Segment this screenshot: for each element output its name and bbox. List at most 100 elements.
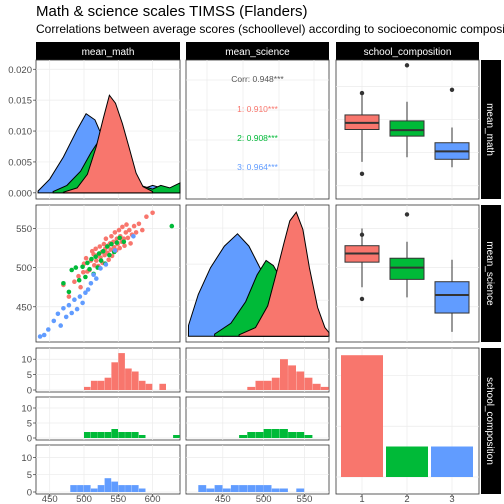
x-tick-label-science: 550 (297, 494, 313, 504)
histogram-bar-group-3 (97, 485, 105, 492)
scatter-point-group-1 (112, 230, 118, 235)
scatter-point-group-3 (69, 310, 74, 316)
y-tick-label-density: 0.005 (8, 157, 32, 168)
histogram-bar-group-1 (304, 377, 313, 390)
scatter-point-group-1 (122, 243, 127, 248)
histogram-bar-group-1 (84, 386, 91, 390)
scatter-point-group-2 (114, 240, 120, 245)
x-tick-label-math: 550 (110, 494, 126, 504)
scatter-point-group-1 (93, 246, 98, 252)
chart-title: Math & science scales TIMSS (Flanders) (36, 3, 308, 20)
histogram-bar-group-2 (304, 435, 313, 438)
histogram-bar-group-1 (97, 380, 105, 390)
box-group-2 (389, 120, 425, 137)
histogram-bar-group-1 (145, 383, 153, 390)
scatter-point-group-2 (83, 274, 88, 280)
scatter-point-group-1 (127, 227, 132, 233)
histogram-bar-group-2 (132, 432, 139, 438)
strip-right-mean_science (481, 205, 501, 342)
x-tick-label-math: 450 (42, 494, 58, 504)
histogram-bar-group-3 (125, 485, 132, 492)
strip-right-label-school_composition: school_composition (484, 377, 495, 465)
strip-top-mean_math (36, 42, 180, 60)
histogram-bar-group-2 (97, 432, 105, 438)
scatter-point-group-3 (77, 294, 83, 299)
strip-top-mean_science (186, 42, 329, 60)
histogram-bar-group-1 (263, 380, 272, 390)
scatter-point-group-3 (83, 290, 88, 296)
panel-correlation (185, 59, 330, 200)
scatter-point-group-2 (105, 244, 110, 249)
histogram-bar-group-1 (280, 359, 288, 390)
histogram-bar-group-2 (263, 429, 272, 438)
density-math-group-1 (62, 94, 154, 194)
histogram-bar-group-3 (263, 485, 272, 492)
histogram-bar-group-1 (296, 371, 305, 390)
scatter-point-group-1 (124, 222, 129, 227)
scatter-point-group-1 (83, 255, 89, 261)
histogram-bar-group-2 (288, 432, 296, 438)
scatter-point-group-3 (131, 234, 136, 239)
y-tick-label-science: 550 (16, 224, 32, 235)
histogram-bar-group-3 (206, 488, 215, 492)
outlier-point (404, 212, 410, 217)
y-tick-label-density: 0.020 (8, 65, 32, 76)
strip-top-label-mean_math: mean_math (82, 47, 135, 58)
scatter-point-group-3 (91, 272, 96, 278)
box-group-3 (434, 281, 470, 314)
y-tick-label-count: 10 (21, 453, 32, 464)
histogram-bar-group-3 (104, 478, 112, 492)
histogram-bar-group-3 (255, 485, 264, 492)
scatter-point-group-1 (103, 236, 109, 241)
strip-top-label-school_composition: school_composition (364, 47, 452, 58)
scatter-point-group-1 (136, 221, 142, 227)
scatter-point-group-3 (61, 306, 66, 311)
y-tick-label-count: 10 (21, 404, 32, 415)
corr-overall: Corr: 0.948*** (231, 74, 284, 84)
histogram-bar-group-3 (271, 488, 280, 492)
histogram-bar-group-3 (214, 485, 223, 492)
histogram-bar-group-2 (84, 432, 91, 438)
scatter-point-group-3 (98, 266, 103, 271)
scatter-point-group-1 (81, 270, 86, 275)
scatter-point-group-1 (92, 263, 97, 268)
outlier-point (359, 232, 365, 237)
scatter-point-group-1 (106, 257, 111, 263)
histogram-bar-group-3 (84, 485, 91, 492)
scatter-point-group-2 (107, 252, 112, 258)
scatter-point-group-1 (76, 273, 81, 279)
histogram-bar-group-2 (271, 429, 280, 438)
strip-right-mean_math (481, 60, 501, 199)
density-science-group-1 (238, 211, 330, 337)
histogram-bar-group-2 (104, 432, 112, 438)
y-tick-label-count: 0 (27, 488, 32, 499)
histogram-bar-group-3 (118, 485, 125, 492)
scatter-point-group-1 (131, 223, 137, 229)
scatter-point-group-3 (46, 327, 51, 332)
scatter-point-group-2 (69, 267, 74, 273)
scatter-point-group-1 (140, 227, 145, 233)
scatter-point-group-3 (94, 276, 99, 281)
y-tick-label-count: 5 (27, 370, 32, 381)
y-tick-label-count: 5 (27, 470, 32, 481)
scatter-point-group-2 (117, 235, 122, 241)
scatter-point-group-1 (116, 227, 122, 233)
strip-right-school_composition (481, 348, 501, 494)
scatter-point-group-2 (93, 254, 98, 259)
y-tick-label-count: 0 (27, 434, 32, 445)
strip-top-school_composition (336, 42, 479, 60)
scatter-point-group-1 (97, 244, 103, 249)
histogram-bar-group-1 (271, 377, 280, 390)
histogram-bar-group-3 (111, 481, 118, 492)
bar-group-2 (386, 446, 428, 477)
scatter-point-group-1 (117, 245, 122, 251)
strip-top-label-mean_science: mean_science (225, 47, 290, 58)
scatter-point-group-1 (72, 279, 77, 285)
corr-group-2: 2: 0.908*** (237, 133, 278, 143)
histogram-bar-group-1 (125, 368, 132, 390)
y-tick-label-count: 5 (27, 419, 32, 430)
scatter-point-group-1 (123, 230, 129, 235)
scatter-point-group-3 (85, 287, 91, 292)
scatter-point-group-1 (94, 258, 99, 263)
